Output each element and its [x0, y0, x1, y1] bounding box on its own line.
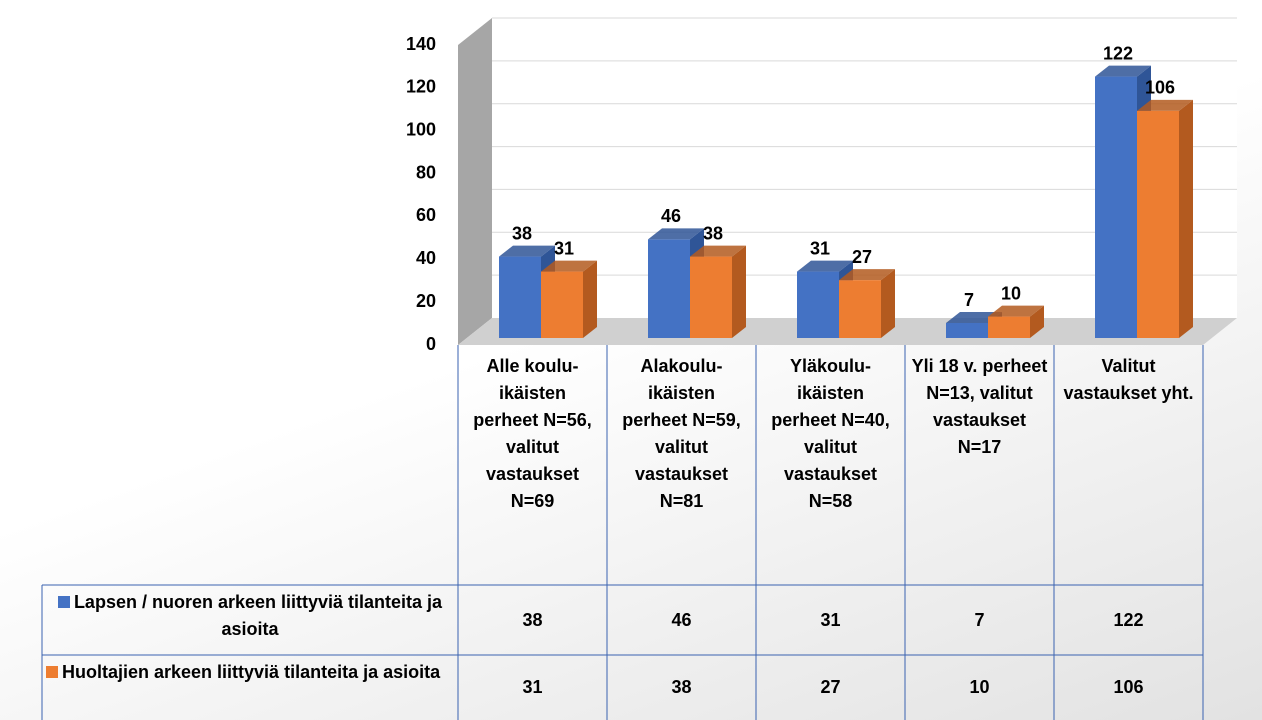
- data-label: 46: [661, 206, 681, 226]
- bar: [499, 256, 541, 338]
- bar-top: [1137, 99, 1193, 111]
- table-value: 38: [522, 609, 543, 630]
- legend-text: Huoltajien arkeen liittyviä tilanteita j…: [46, 659, 440, 686]
- data-label: 31: [554, 238, 574, 258]
- data-label: 38: [703, 223, 723, 243]
- bar-top: [690, 245, 746, 257]
- side-wall: [458, 18, 492, 345]
- data-label: 7: [964, 290, 974, 310]
- bar: [1095, 76, 1137, 339]
- table-value: 122: [1113, 609, 1144, 630]
- bar-top: [988, 305, 1044, 317]
- table-value: 106: [1113, 677, 1144, 697]
- bar-side: [732, 245, 746, 338]
- legend-label: Huoltajien arkeen liittyviä tilanteita j…: [62, 662, 441, 682]
- category-label: Yläkoulu-ikäisten perheet N=40, valitut …: [771, 356, 890, 511]
- bar: [1137, 110, 1179, 338]
- legend-entry: Lapsen / nuoren arkeen liittyviä tilante…: [42, 585, 458, 655]
- table-value: 27: [820, 677, 841, 697]
- y-tick-label: 60: [416, 205, 436, 225]
- bar: [839, 280, 881, 338]
- y-tick-label: 100: [406, 119, 436, 139]
- bar-side: [583, 260, 597, 338]
- bar-side: [881, 269, 895, 338]
- legend-label: Lapsen / nuoren arkeen liittyviä tilante…: [73, 592, 443, 639]
- y-tick-label: 80: [416, 162, 436, 182]
- bar-side: [1030, 305, 1044, 338]
- bar-top: [648, 228, 704, 240]
- table-value: 31: [522, 677, 543, 697]
- data-label: 122: [1103, 43, 1133, 63]
- data-label: 27: [852, 247, 872, 267]
- bar-top: [839, 269, 895, 281]
- table-value: 38: [671, 677, 692, 697]
- y-tick-label: 0: [426, 334, 436, 354]
- legend-entry: Huoltajien arkeen liittyviä tilanteita j…: [42, 655, 458, 720]
- category-label: Valitut vastaukset yht.: [1063, 356, 1194, 403]
- bar-top: [1095, 65, 1151, 77]
- bar-side: [1179, 99, 1193, 338]
- category-label: Alakoulu-ikäisten perheet N=59, valitut …: [622, 356, 741, 511]
- data-label: 10: [1001, 283, 1021, 303]
- data-label: 38: [512, 223, 532, 243]
- table-value: 10: [969, 677, 990, 697]
- data-label: 106: [1145, 78, 1175, 98]
- bar: [541, 271, 583, 338]
- legend-swatch: [46, 666, 58, 678]
- y-tick-label: 120: [406, 77, 436, 97]
- y-tick-label: 40: [416, 248, 436, 268]
- bar-top: [499, 245, 555, 257]
- legend-text: Lapsen / nuoren arkeen liittyviä tilante…: [46, 589, 454, 643]
- bar: [648, 239, 690, 338]
- table-value: 31: [820, 609, 841, 630]
- bar: [690, 256, 732, 338]
- y-tick-label: 140: [406, 34, 436, 54]
- y-tick-label: 20: [416, 291, 436, 311]
- bar-top: [541, 260, 597, 272]
- bar-top: [797, 260, 853, 272]
- bar: [797, 271, 839, 338]
- legend-swatch: [57, 596, 70, 608]
- table-value: 46: [671, 609, 692, 630]
- table-value: 7: [974, 609, 985, 630]
- bar: [988, 316, 1030, 338]
- category-label: Yli 18 v. perheet N=13, valitut vastauks…: [911, 356, 1048, 457]
- bar: [946, 323, 988, 338]
- data-label: 31: [810, 238, 830, 258]
- category-label: Alle koulu-ikäisten perheet N=56, valitu…: [473, 356, 592, 511]
